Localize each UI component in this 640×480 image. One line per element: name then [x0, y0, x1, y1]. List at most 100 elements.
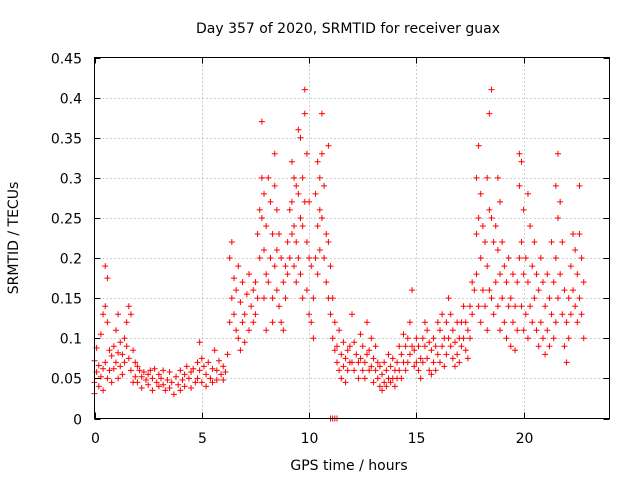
x-tick-label: 15 — [408, 431, 426, 447]
data-point — [518, 158, 525, 165]
data-point — [376, 363, 383, 370]
data-point — [155, 371, 162, 378]
data-point — [494, 174, 501, 181]
data-point — [396, 367, 403, 374]
data-point — [293, 239, 300, 246]
data-point — [301, 110, 308, 117]
data-point — [211, 347, 218, 354]
data-point — [226, 319, 233, 326]
data-point — [357, 331, 364, 338]
data-point — [580, 335, 587, 342]
data-point — [417, 375, 424, 382]
data-point — [293, 279, 300, 286]
data-point — [215, 357, 222, 364]
data-point — [486, 110, 493, 117]
data-point — [228, 239, 235, 246]
data-point — [312, 255, 319, 262]
data-point — [546, 295, 553, 302]
data-point — [282, 263, 289, 270]
data-point — [188, 368, 195, 375]
data-point — [181, 383, 188, 390]
data-point — [316, 174, 323, 181]
data-point — [314, 271, 321, 278]
data-point — [421, 343, 428, 350]
data-point — [580, 279, 587, 286]
data-point — [340, 363, 347, 370]
data-point — [220, 363, 227, 370]
data-point — [351, 339, 358, 346]
data-point — [531, 239, 538, 246]
data-point — [452, 339, 458, 346]
data-point — [299, 295, 306, 302]
data-point — [488, 86, 495, 93]
data-point — [183, 363, 190, 370]
x-axis-label: GPS time / hours — [290, 458, 407, 474]
data-points — [91, 86, 587, 422]
data-point — [499, 239, 506, 246]
data-point — [475, 303, 482, 310]
data-point — [288, 198, 295, 205]
data-point — [563, 359, 570, 366]
data-point — [110, 343, 117, 350]
data-point — [209, 379, 216, 386]
data-point — [340, 339, 347, 346]
data-point — [286, 255, 293, 262]
data-point — [327, 263, 334, 270]
data-point — [125, 303, 132, 310]
data-point — [314, 222, 321, 229]
data-point — [366, 347, 373, 354]
data-point — [288, 230, 295, 237]
data-point — [574, 271, 581, 278]
data-point — [452, 363, 458, 370]
data-point — [376, 383, 383, 390]
data-point — [181, 371, 188, 378]
data-point — [185, 375, 192, 382]
y-tick-label: 0.45 — [51, 52, 82, 68]
data-point — [544, 271, 551, 278]
data-point — [327, 311, 334, 318]
data-point — [177, 367, 184, 374]
data-point — [254, 230, 261, 237]
x-tick-label: 0 — [91, 431, 100, 447]
data-point — [473, 230, 480, 237]
data-point — [514, 327, 521, 334]
data-point — [136, 367, 143, 374]
data-point — [456, 359, 463, 366]
data-point — [308, 263, 315, 270]
data-point — [233, 287, 240, 294]
data-point — [112, 327, 119, 334]
data-point — [578, 311, 585, 318]
data-point — [190, 365, 197, 372]
data-point — [555, 214, 561, 221]
data-point — [252, 311, 259, 318]
data-point — [469, 279, 476, 286]
data-point — [134, 379, 141, 386]
data-point — [97, 373, 104, 380]
data-point — [209, 365, 216, 372]
data-point — [269, 319, 276, 326]
data-point — [529, 319, 536, 326]
data-point — [316, 247, 323, 254]
data-point — [333, 343, 340, 350]
data-point — [351, 367, 358, 374]
data-point — [237, 347, 244, 354]
data-point — [512, 303, 519, 310]
data-point — [460, 335, 467, 342]
data-point — [413, 335, 420, 342]
data-point — [398, 351, 405, 358]
data-point — [248, 303, 255, 310]
data-point — [561, 287, 568, 294]
data-point — [477, 319, 484, 326]
data-point — [331, 347, 338, 354]
data-point — [235, 263, 242, 270]
data-point — [344, 367, 351, 374]
data-point — [413, 359, 420, 366]
data-point — [497, 271, 504, 278]
data-point — [555, 150, 561, 157]
data-point — [484, 263, 491, 270]
data-point — [389, 355, 396, 362]
data-point — [503, 279, 510, 286]
y-tick-label: 0.3 — [60, 172, 82, 188]
data-point — [428, 371, 435, 378]
